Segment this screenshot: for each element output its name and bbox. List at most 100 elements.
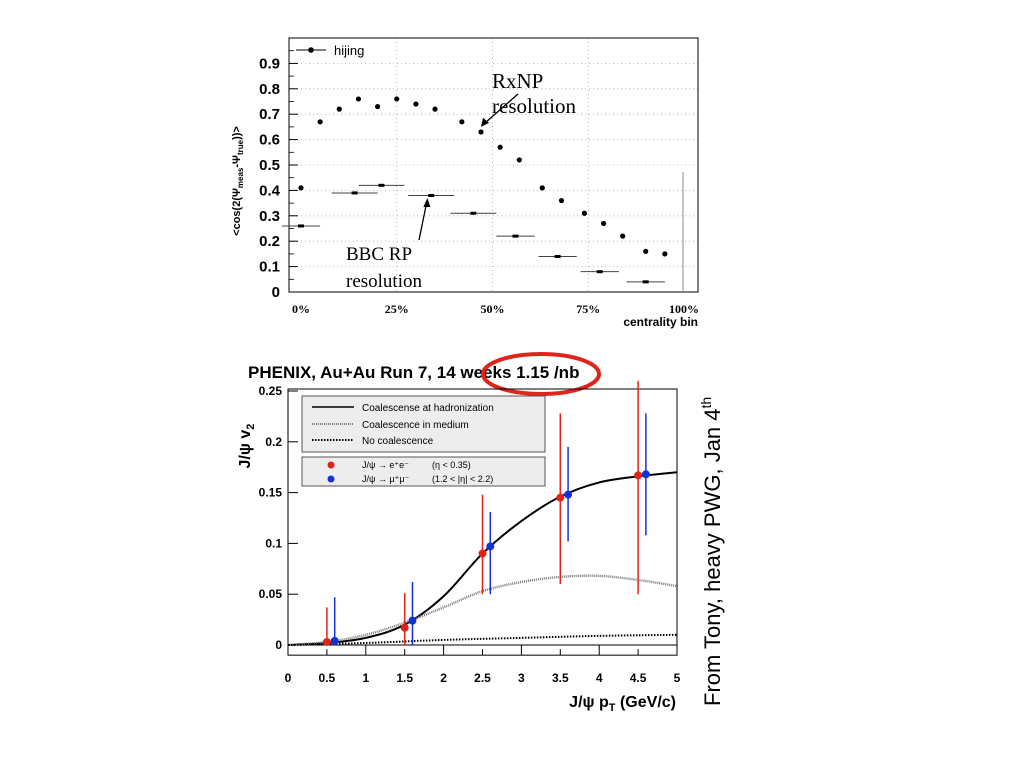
- legend-marker-electron: [327, 461, 335, 469]
- x-tick-label: 75%: [576, 302, 600, 316]
- rxnp-point: [558, 197, 565, 204]
- electron-point: [556, 493, 565, 502]
- bbc-rp-point: [428, 193, 435, 197]
- bbc-rp-arrowhead: [423, 198, 431, 208]
- annotation-arrows: [418, 93, 519, 241]
- bottom-chart-title: PHENIX, Au+Au Run 7, 14 weeks 1.15 /nb: [248, 363, 579, 382]
- rxnp-point: [375, 103, 381, 110]
- y-tick-label: 0.1: [259, 259, 280, 276]
- side-note-text: From Tony, heavy PWG, Jan 4th: [698, 397, 725, 706]
- b-y-tick-label: 0.25: [259, 384, 283, 398]
- muon-point: [564, 490, 573, 499]
- bbc-rp-point: [512, 234, 519, 238]
- rxnp-point: [581, 210, 588, 216]
- x-axis-label: centrality bin: [623, 315, 698, 329]
- electron-point: [400, 623, 409, 632]
- bottom-y-axis-label: J/ψ v2: [237, 424, 257, 469]
- bottom-plot-frame: [287, 388, 678, 656]
- y-axis-ticks: 0 0.1 0.2 0.3 0.4 0.5 0.6 0.7 0.8 0.9: [259, 37, 298, 301]
- rxnp-point: [317, 119, 323, 125]
- y-axis-label: <cos(2(Ψmeas-Ψtrue))>: [231, 126, 245, 236]
- b-x-tick-label: 1.5: [396, 671, 413, 685]
- bbc-rp-point: [298, 224, 304, 228]
- y-tick-label: 0.9: [259, 55, 280, 72]
- b-y-tick-label: 0: [275, 638, 282, 652]
- b-x-tick-label: 2: [440, 671, 447, 685]
- bbc-rp-series: [281, 183, 665, 284]
- rxnp-point: [413, 101, 419, 107]
- electron-point: [634, 471, 643, 480]
- y-tick-label: 0.8: [259, 81, 280, 98]
- electron-point: [478, 549, 487, 558]
- rxnp-point: [459, 119, 465, 125]
- b-x-tick-label: 3.5: [552, 671, 569, 685]
- x-tick-label: 100%: [669, 302, 699, 316]
- legend-text-hadronization: Coalescense at hadronization: [362, 403, 494, 414]
- bbc-rp-point: [378, 183, 385, 187]
- b-x-tick-label: 5: [674, 671, 681, 685]
- legend: hijing: [296, 43, 364, 58]
- rxnp-point: [478, 129, 484, 135]
- rxnp-point: [600, 220, 607, 227]
- bbc-rp-point: [470, 211, 477, 215]
- legend-label: hijing: [334, 43, 364, 58]
- legend-marker: [308, 47, 314, 53]
- data-legend-box: [301, 456, 546, 487]
- curve-no-coalescence: [287, 633, 678, 646]
- rxnp-point: [516, 157, 522, 163]
- rxnp-point: [662, 251, 668, 257]
- legend-marker-muon: [327, 475, 335, 483]
- b-x-tick-label: 3: [518, 671, 525, 685]
- muon-point: [486, 542, 495, 551]
- rxnp-point: [539, 185, 545, 191]
- bbc-rp-point: [642, 280, 649, 284]
- rxnp-point: [336, 106, 342, 112]
- measurement-points: [322, 380, 650, 646]
- legend-text-electron: J/ψ → e⁺e⁻ (η < 0.35): [362, 460, 471, 470]
- rxnp-point: [355, 96, 362, 102]
- rxnp-annotation: RxNP resolution: [492, 69, 576, 118]
- side-note: From Tony, heavy PWG, Jan 4th: [698, 397, 725, 706]
- y-tick-label: 0.5: [259, 157, 280, 174]
- rxnp-point: [432, 106, 438, 112]
- b-y-tick-label: 0.1: [265, 536, 282, 550]
- curve-medium: [287, 574, 678, 647]
- legend-text-none: No coalescence: [362, 436, 434, 447]
- highlight-ellipse: [481, 352, 601, 396]
- y-tick-label: 0: [272, 284, 280, 301]
- muon-point: [408, 616, 417, 625]
- bbc-rp-annotation: BBC RP resolution: [346, 244, 422, 292]
- rxnp-point: [394, 96, 400, 102]
- bbc-rp-point: [596, 270, 603, 274]
- rxnp-arrow: [483, 93, 519, 125]
- b-x-tick-label: 0.5: [319, 671, 336, 685]
- chart-grid: [289, 38, 698, 292]
- muon-point: [330, 636, 339, 645]
- rxnp-series: [298, 96, 668, 257]
- x-tick-label: 50%: [481, 302, 505, 316]
- b-x-tick-label: 0: [285, 671, 292, 685]
- rxnp-arrowhead: [481, 117, 490, 127]
- rxnp-point: [298, 185, 304, 191]
- bbc-rp-arrow: [418, 203, 428, 241]
- x-tick-label: 25%: [385, 302, 409, 316]
- bottom-x-axis-label: J/ψ pT (GeV/c): [569, 694, 676, 714]
- bottom-axes: 0 0.05 0.1 0.15 0.2 0.25 0 0.5 1 1.5 2 2.5 3 3.5 4 4.5 5: [259, 384, 681, 685]
- bbc-rp-point: [351, 191, 358, 195]
- b-x-tick-label: 1: [362, 671, 369, 685]
- b-x-tick-label: 4.5: [630, 671, 647, 685]
- legend-text-medium: Coalescence in medium: [362, 420, 469, 431]
- muon-point: [641, 470, 650, 479]
- y-tick-label: 0.4: [259, 182, 281, 199]
- b-x-tick-label: 2.5: [474, 671, 491, 685]
- y-tick-label: 0.2: [259, 233, 280, 250]
- data-legend: J/ψ → e⁺e⁻ (η < 0.35) J/ψ → μ⁺μ⁻ (1.2 < |η…: [301, 456, 546, 487]
- b-x-tick-label: 4: [596, 671, 603, 685]
- rxnp-point: [643, 248, 649, 254]
- y-tick-label: 0.6: [259, 132, 280, 149]
- electron-point: [322, 637, 331, 646]
- y-tick-label: 0.7: [259, 106, 280, 123]
- theory-legend: Coalescense at hadronization Coalescence…: [301, 395, 546, 453]
- bbc-rp-point: [554, 254, 561, 258]
